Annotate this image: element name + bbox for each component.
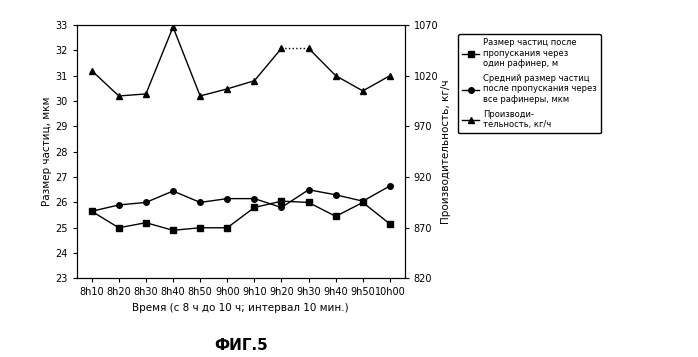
Legend: Размер частиц после
пропускания через
один рафинер, м, Средний размер частиц
пос: Размер частиц после пропускания через од… <box>458 34 601 133</box>
Y-axis label: Производительность, кг/ч: Производительность, кг/ч <box>441 80 452 224</box>
X-axis label: Время (с 8 ч до 10 ч; интервал 10 мин.): Время (с 8 ч до 10 ч; интервал 10 мин.) <box>133 303 349 313</box>
Y-axis label: Размер частиц, мкм: Размер частиц, мкм <box>43 97 52 206</box>
Text: ФИГ.5: ФИГ.5 <box>214 338 268 353</box>
